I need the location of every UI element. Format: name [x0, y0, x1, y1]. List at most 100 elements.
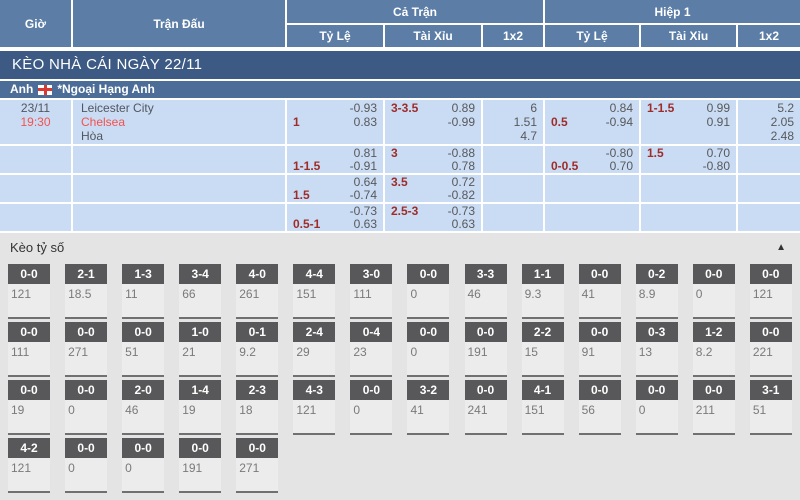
score-tile[interactable]: 0-4 23: [350, 322, 393, 377]
ft-over-under-cell[interactable]: 3-3.5 0.89 -0.99: [385, 100, 481, 144]
score-odds-value[interactable]: 271: [68, 345, 89, 359]
score-tile[interactable]: 0-0 271: [65, 322, 108, 377]
score-tile[interactable]: 0-0 19: [8, 380, 50, 435]
odds-value[interactable]: -0.74: [349, 188, 377, 202]
score-odds-value[interactable]: 211: [695, 403, 715, 417]
score-tile[interactable]: 0-0 0: [350, 380, 393, 435]
score-odds-value[interactable]: 41: [410, 403, 424, 417]
score-tile[interactable]: 1-0 21: [179, 322, 222, 377]
score-odds-value[interactable]: 18: [239, 403, 253, 417]
score-odds-value[interactable]: 23: [353, 345, 367, 359]
score-odds-value[interactable]: 15: [524, 345, 538, 359]
h1-handicap-cell[interactable]: 0.84 0.5 -0.94: [545, 100, 639, 144]
score-odds-value[interactable]: 0: [410, 287, 418, 301]
odds-value[interactable]: 6: [530, 101, 537, 115]
score-odds-value[interactable]: 151: [524, 403, 545, 417]
ft-over-under-cell[interactable]: 3 -0.88 0.78: [385, 146, 481, 173]
score-odds-value[interactable]: 151: [296, 287, 317, 301]
ft-1x2-cell[interactable]: 6 1.51 4.7: [483, 100, 543, 144]
score-tile[interactable]: 2-3 18: [236, 380, 279, 435]
match-teams-cell[interactable]: Leicester City Chelsea Hòa: [73, 100, 285, 144]
ft-over-under-cell[interactable]: 3.5 0.72 -0.82: [385, 175, 481, 202]
score-odds-value[interactable]: 0: [695, 287, 703, 301]
odds-value[interactable]: -0.82: [447, 188, 475, 202]
score-tile[interactable]: 2-2 15: [521, 322, 564, 377]
score-odds-value[interactable]: 111: [353, 287, 372, 301]
score-tile[interactable]: 0-0 191: [179, 438, 222, 493]
odds-value[interactable]: 2.48: [770, 129, 794, 143]
score-odds-value[interactable]: 121: [11, 461, 32, 475]
score-odds-value[interactable]: 21: [182, 345, 196, 359]
odds-value[interactable]: 0.84: [609, 101, 633, 115]
score-odds-value[interactable]: 8.2: [695, 345, 713, 359]
score-tile[interactable]: 1-1 9.3: [521, 264, 564, 319]
odds-value[interactable]: 0.89: [451, 101, 475, 115]
score-tile[interactable]: 0-1 9.2: [236, 322, 279, 377]
score-odds-value[interactable]: 41: [581, 287, 595, 301]
score-odds-value[interactable]: 191: [467, 345, 488, 359]
score-tile[interactable]: 0-0 0: [407, 322, 450, 377]
score-tile[interactable]: 0-0 51: [122, 322, 165, 377]
odds-value[interactable]: -0.93: [349, 101, 377, 115]
score-tile[interactable]: 0-0 91: [578, 322, 621, 377]
score-odds-value[interactable]: 0: [410, 345, 418, 359]
score-tile[interactable]: 0-0 271: [236, 438, 279, 493]
score-tile[interactable]: 0-0 0: [692, 264, 735, 319]
odds-value[interactable]: 5.2: [777, 101, 794, 115]
ft-handicap-cell[interactable]: 0.81 1-1.5 -0.91: [287, 146, 383, 173]
ft-handicap-cell[interactable]: -0.73 0.5-1 0.63: [287, 204, 383, 231]
odds-value[interactable]: 0.72: [451, 175, 475, 189]
score-odds-value[interactable]: 19: [11, 403, 25, 417]
score-odds-value[interactable]: 8.9: [638, 287, 656, 301]
odds-value[interactable]: 0.99: [706, 101, 730, 115]
score-odds-value[interactable]: 91: [581, 345, 595, 359]
h1-handicap-cell[interactable]: -0.80 0-0.5 0.70: [545, 146, 639, 173]
score-tile[interactable]: 4-4 151: [293, 264, 336, 319]
odds-value[interactable]: -0.80: [605, 146, 633, 160]
score-tile[interactable]: 0-0 0: [65, 380, 108, 435]
h1-over-under-cell[interactable]: 1-1.5 0.99 0.91: [641, 100, 736, 144]
ft-handicap-cell[interactable]: 0.64 1.5 -0.74: [287, 175, 383, 202]
score-odds-value[interactable]: 46: [467, 287, 481, 301]
odds-value[interactable]: -0.88: [447, 146, 475, 160]
score-tile[interactable]: 3-1 51: [749, 380, 792, 435]
score-odds-value[interactable]: 13: [638, 345, 653, 359]
odds-value[interactable]: 0.78: [451, 159, 475, 173]
score-tile[interactable]: 3-4 66: [179, 264, 222, 319]
score-tile[interactable]: 2-0 46: [122, 380, 165, 435]
collapse-arrow-icon[interactable]: ▲: [776, 242, 786, 253]
score-tile[interactable]: 0-0 0: [407, 264, 450, 319]
score-odds-value[interactable]: 51: [752, 403, 767, 417]
odds-value[interactable]: 0.81: [353, 146, 377, 160]
odds-value[interactable]: 0.83: [353, 115, 377, 129]
score-odds-value[interactable]: 241: [467, 403, 488, 417]
score-tile[interactable]: 0-0 121: [8, 264, 50, 319]
score-odds-value[interactable]: 0: [353, 403, 361, 417]
score-tile[interactable]: 0-0 221: [749, 322, 792, 377]
score-tile[interactable]: 0-0 0: [635, 380, 678, 435]
score-odds-value[interactable]: 261: [239, 287, 260, 301]
score-tile[interactable]: 4-0 261: [236, 264, 279, 319]
odds-value[interactable]: -0.73: [349, 204, 377, 218]
score-odds-value[interactable]: 29: [296, 345, 310, 359]
odds-value[interactable]: 0.63: [451, 217, 475, 231]
ft-over-under-cell[interactable]: 2.5-3 -0.73 0.63: [385, 204, 481, 231]
score-tile[interactable]: 0-0 121: [749, 264, 792, 319]
odds-value[interactable]: -0.99: [447, 115, 475, 129]
score-tile[interactable]: 4-2 121: [8, 438, 50, 493]
score-odds-value[interactable]: 221: [752, 345, 773, 359]
score-odds-value[interactable]: 0: [125, 461, 132, 475]
score-tile[interactable]: 0-0 211: [692, 380, 735, 435]
odds-value[interactable]: 0.70: [706, 146, 730, 160]
score-tile[interactable]: 0-3 13: [635, 322, 678, 377]
odds-value[interactable]: 4.7: [520, 129, 537, 143]
score-tile[interactable]: 3-2 41: [407, 380, 450, 435]
score-odds-value[interactable]: 121: [11, 287, 32, 301]
score-tile[interactable]: 0-0 41: [578, 264, 621, 319]
score-odds-value[interactable]: 18.5: [68, 287, 92, 301]
score-odds-value[interactable]: 46: [125, 403, 139, 417]
score-odds-value[interactable]: 9.3: [524, 287, 542, 301]
score-odds-value[interactable]: 111: [11, 345, 30, 359]
score-tile[interactable]: 2-1 18.5: [65, 264, 108, 319]
score-tile[interactable]: 1-4 19: [179, 380, 222, 435]
